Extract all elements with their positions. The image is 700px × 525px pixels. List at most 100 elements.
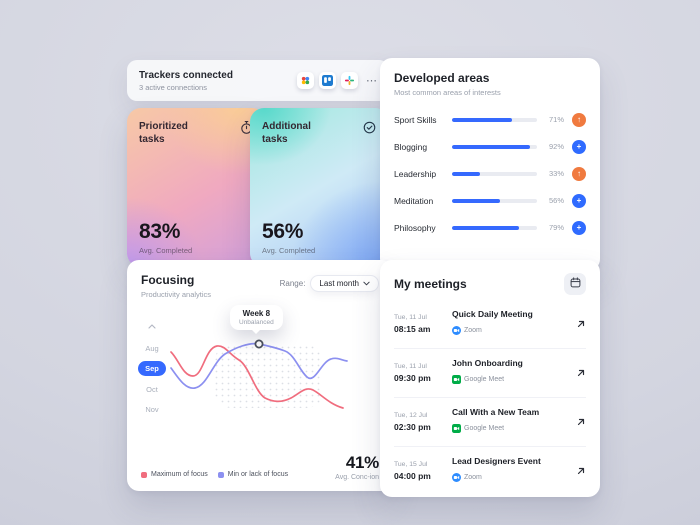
focusing-title: Focusing: [141, 273, 195, 287]
max-focus-line: [170, 345, 344, 409]
month-aug[interactable]: Aug: [145, 343, 159, 353]
meeting-time: 02:30 pm: [394, 422, 431, 432]
calendar-button[interactable]: [564, 273, 586, 295]
check-circle-icon: [362, 120, 377, 140]
area-label: Philosophy: [394, 222, 436, 233]
avg-completed-caption: Avg. Completed: [262, 246, 316, 255]
google-meet-icon: [452, 371, 461, 389]
selected-point-marker: [254, 339, 264, 349]
progress-fill: [452, 198, 500, 203]
zoom-icon: [452, 469, 461, 487]
developed-areas-card: Developed areas Most common areas of int…: [380, 58, 600, 271]
area-row: Philosophy 79% +: [394, 214, 586, 241]
arrow-up-icon[interactable]: ↑: [572, 112, 586, 127]
month-sep-selected[interactable]: Sep: [138, 361, 166, 376]
additional-tasks-card: Additional tasks 56% Avg. Completed: [250, 108, 389, 267]
meeting-date: Tue, 15 Jul: [394, 461, 428, 468]
trackers-title: Trackers connected: [139, 69, 233, 81]
range-control: Range: Last month: [280, 275, 379, 292]
avg-completed-value: 83%: [139, 220, 181, 243]
area-percent: 92%: [548, 142, 564, 151]
meeting-row[interactable]: Tue, 12 Jul 02:30 pm Call With a New Tea…: [394, 397, 586, 446]
trackers-connected-card: Trackers connected 3 active connections …: [127, 60, 389, 101]
avg-concentration-caption: Avg. Conc-ion: [335, 474, 379, 481]
progress-bar: [452, 171, 537, 176]
trello-icon[interactable]: [319, 72, 336, 89]
plus-icon[interactable]: +: [572, 139, 586, 154]
avg-completed-value: 56%: [262, 220, 304, 243]
avg-concentration-value: 41%: [345, 453, 379, 472]
chart-tooltip: Week 8 Unbalanced: [230, 305, 283, 334]
legend-item-max-focus: Maximum of focus: [141, 471, 208, 478]
open-meeting-button[interactable]: [574, 319, 586, 329]
meeting-platform: Zoom: [452, 469, 574, 487]
progress-fill: [452, 225, 520, 230]
min-focus-swatch: [217, 471, 224, 478]
meeting-name: John Onboarding: [452, 357, 523, 368]
developed-areas-list: Sport Skills 71% ↑ Blogging 92% + Leader…: [394, 106, 586, 241]
area-row: Meditation 56% +: [394, 187, 586, 214]
dot-texture: [215, 344, 323, 408]
meeting-platform: Zoom: [452, 322, 574, 340]
progress-fill: [452, 171, 481, 176]
month-axis: Aug Sep Oct Nov: [138, 316, 166, 419]
trackers-text: Trackers connected 3 active connections: [139, 70, 233, 92]
area-label: Meditation: [394, 195, 434, 206]
tooltip-subtitle: Unbalanced: [239, 319, 274, 326]
meeting-platform: Google Meet: [452, 371, 574, 389]
meeting-time: 08:15 am: [394, 324, 431, 334]
range-select[interactable]: Last month: [310, 275, 379, 292]
area-label: Blogging: [394, 141, 428, 152]
my-meetings-card: My meetings Tue, 11 Jul 08:15 am Quick D…: [380, 260, 600, 497]
max-focus-swatch: [141, 471, 147, 478]
meeting-name: Quick Daily Meeting: [452, 308, 533, 319]
focusing-header: Focusing Productivity analytics: [141, 273, 211, 299]
meetings-title: My meetings: [394, 277, 467, 291]
zoom-icon: [452, 322, 461, 340]
meeting-date: Tue, 11 Jul: [394, 314, 427, 321]
open-meeting-button[interactable]: [574, 417, 586, 427]
developed-areas-title: Developed areas: [394, 71, 490, 85]
trackers-subtitle: 3 active connections: [139, 82, 207, 92]
plus-icon[interactable]: +: [572, 193, 586, 208]
google-meet-icon: [452, 420, 461, 438]
area-row: Leadership 33% ↑: [394, 160, 586, 187]
month-oct[interactable]: Oct: [146, 384, 158, 394]
progress-bar: [452, 198, 537, 203]
area-percent: 56%: [548, 196, 564, 205]
area-label: Leadership: [394, 168, 437, 179]
google-apps-icon[interactable]: [297, 72, 314, 89]
focusing-subtitle: Productivity analytics: [141, 290, 212, 299]
prioritized-tasks-card: Prioritized tasks 83% Avg. Completed: [127, 108, 266, 267]
progress-fill: [452, 117, 513, 122]
meeting-row[interactable]: Tue, 11 Jul 08:15 am Quick Daily Meeting…: [394, 300, 586, 348]
focus-line-chart: [167, 304, 357, 427]
meeting-date: Tue, 11 Jul: [394, 363, 427, 370]
progress-bar: [452, 117, 537, 122]
meeting-row[interactable]: Tue, 11 Jul 09:30 pm John Onboarding Goo…: [394, 348, 586, 397]
arrow-up-icon[interactable]: ↑: [572, 166, 586, 181]
min-focus-line: [170, 342, 348, 389]
open-meeting-button[interactable]: [574, 368, 586, 378]
chevron-down-icon: [363, 279, 370, 288]
meetings-list: Tue, 11 Jul 08:15 am Quick Daily Meeting…: [394, 300, 586, 495]
task-card-title: Additional tasks: [262, 121, 311, 145]
progress-bar: [452, 144, 537, 149]
meeting-time: 04:00 pm: [394, 471, 431, 481]
open-meeting-button[interactable]: [574, 466, 586, 476]
calendar-icon: [570, 275, 581, 293]
avg-concentration: 41% Avg. Conc-ion: [335, 453, 379, 481]
range-label: Range:: [279, 279, 306, 288]
plus-icon[interactable]: +: [572, 220, 586, 235]
meeting-row[interactable]: Tue, 15 Jul 04:00 pm Lead Designers Even…: [394, 446, 586, 495]
chevron-up-icon[interactable]: [148, 316, 156, 334]
month-nov[interactable]: Nov: [145, 404, 159, 414]
developed-areas-subtitle: Most common areas of interests: [394, 88, 501, 97]
more-trackers-button[interactable]: ⋯: [366, 75, 377, 87]
slack-icon[interactable]: [341, 72, 358, 89]
timer-icon: [239, 120, 254, 140]
area-percent: 71%: [548, 115, 564, 124]
progress-fill: [452, 144, 531, 149]
meeting-platform: Google Meet: [452, 420, 574, 438]
